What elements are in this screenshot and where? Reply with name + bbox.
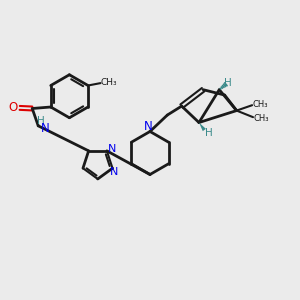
Polygon shape [199,122,206,131]
Text: N: N [108,144,116,154]
Text: H: H [37,116,45,126]
Text: H: H [224,78,232,88]
Text: N: N [41,122,50,135]
Text: CH₃: CH₃ [253,100,268,109]
Text: N: N [144,120,153,133]
Text: O: O [8,101,18,114]
Text: N: N [110,167,118,177]
Text: CH₃: CH₃ [254,114,269,123]
Text: H: H [205,128,212,138]
Text: CH₃: CH₃ [100,78,117,87]
